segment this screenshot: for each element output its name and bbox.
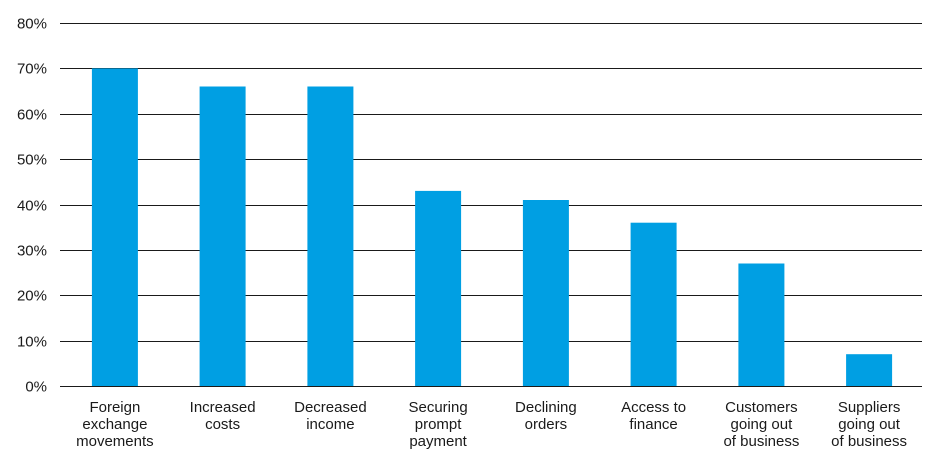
x-category-label: Decreased income [294,399,367,433]
gridlines [60,24,922,387]
bars [92,68,892,386]
bar-4 [523,200,569,386]
x-category-label: Declining orders [515,399,577,433]
y-tick-label: 40% [17,198,47,215]
x-category-label: Access to finance [621,399,686,433]
x-category-label: Customers going out of business [723,399,799,450]
y-tick-label: 20% [17,288,47,305]
y-tick-label: 0% [25,379,47,396]
x-axis-category-labels: Foreign exchange movements Increased costs De… [76,399,907,450]
bar-6 [738,264,784,387]
x-category-label: Foreign exchange movements [76,399,154,450]
bar-3 [415,191,461,386]
y-tick-label: 60% [17,107,47,124]
bar-5 [631,223,677,386]
bar-0 [92,68,138,386]
y-axis-tick-labels: 0% 10% 20% 30% 40% 50% 60% 70% 80% [17,16,47,396]
y-tick-label: 70% [17,61,47,78]
x-category-label: Securing prompt payment [408,399,467,450]
y-tick-label: 50% [17,152,47,169]
y-tick-label: 80% [17,16,47,33]
bar-7 [846,354,892,386]
x-category-label: Suppliers going out of business [831,399,907,450]
x-category-label: Increased costs [190,399,256,433]
bar-2 [307,87,353,387]
y-tick-label: 30% [17,243,47,260]
y-tick-label: 10% [17,334,47,351]
bar-1 [200,87,246,387]
